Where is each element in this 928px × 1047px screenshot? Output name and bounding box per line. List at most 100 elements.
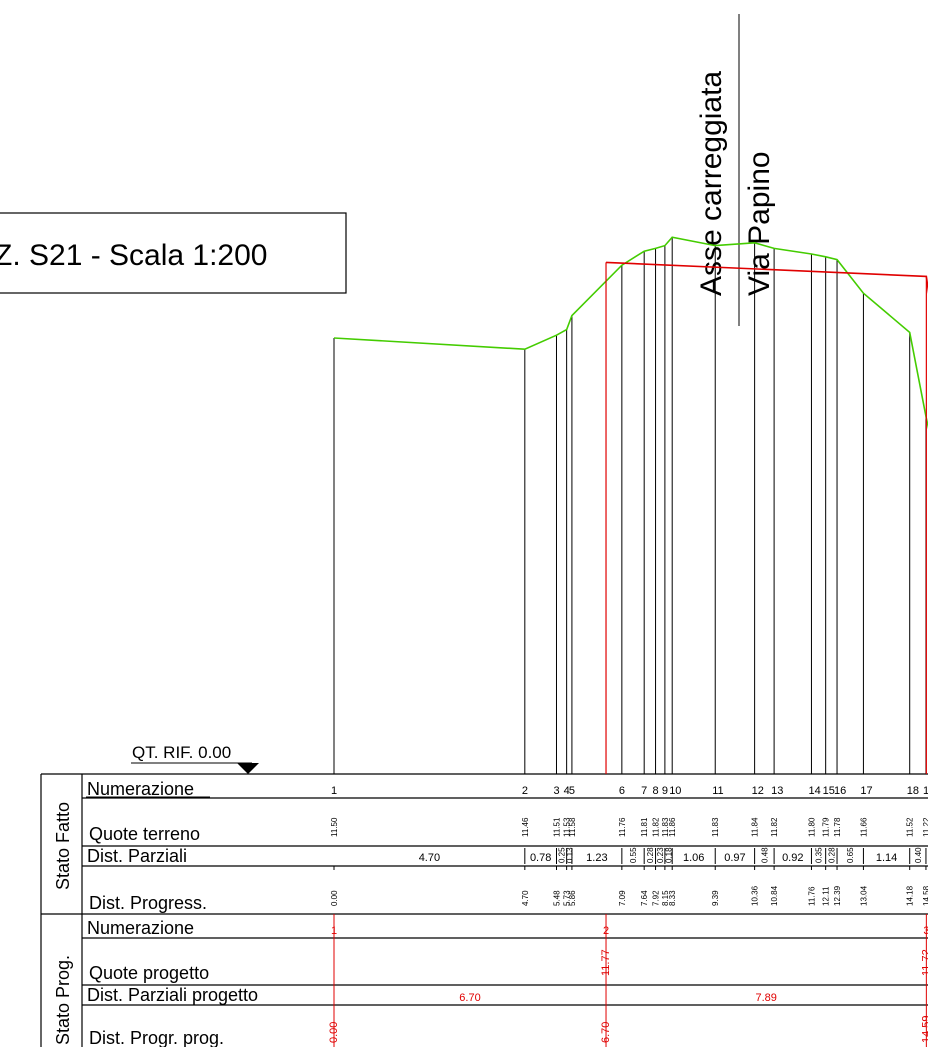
dist-progressiva-value: 12.11 <box>822 886 831 906</box>
row-label-numerazione: Numerazione <box>87 779 194 799</box>
quota-terreno-value: 11.51 <box>552 817 561 837</box>
point-number: 16 <box>834 785 846 797</box>
group-stato-prog: Stato Prog. <box>53 955 73 1045</box>
dist-parziale-value: 0.97 <box>724 852 745 864</box>
project-line <box>605 261 928 294</box>
point-number: 2 <box>522 785 528 797</box>
project-point-number: 1 <box>331 925 337 937</box>
quota-terreno-value: 11.52 <box>906 817 915 837</box>
quota-terreno-value: 11.86 <box>668 817 677 837</box>
dist-parziale-value: 0.23 <box>656 847 665 863</box>
quota-terreno-value: 11.83 <box>711 817 720 837</box>
point-number: 10 <box>669 785 681 797</box>
point-number: 12 <box>752 785 764 797</box>
row-label-quote-terreno: Quote terreno <box>89 824 200 844</box>
point-number: 13 <box>771 785 783 797</box>
dist-progressiva-value: 14.58 <box>922 885 928 906</box>
point-number: 11 <box>712 785 723 797</box>
dist-parziale-prog-value: 7.89 <box>755 992 776 1004</box>
dist-progr-prog-value: 0.00 <box>328 1022 340 1043</box>
quota-terreno-value: 11.81 <box>640 817 649 837</box>
point-number: 19 <box>923 785 928 797</box>
quota-terreno-value: 11.78 <box>833 817 842 837</box>
point-number: 9 <box>662 785 668 797</box>
dist-progressiva-value: 5.73 <box>563 890 572 906</box>
dist-parziale-value: 0.28 <box>646 847 655 863</box>
reference-label: QT. RIF. 0.00 <box>132 743 231 762</box>
dist-progressiva-value: 10.84 <box>770 885 779 906</box>
dist-progressiva-value: 7.92 <box>652 890 661 906</box>
dist-progressiva-value: 4.70 <box>521 890 530 906</box>
point-number: 8 <box>653 785 659 797</box>
dist-parziale-value: 1.06 <box>683 852 704 864</box>
dist-parziale-value: 0.13 <box>565 847 574 863</box>
terrain-line <box>333 236 928 430</box>
quota-terreno-value: 11.82 <box>652 817 661 837</box>
quota-terreno-value: 11.84 <box>751 817 760 837</box>
point-number: 18 <box>907 785 919 797</box>
row-label-dist-progr-prog: Dist. Progr. prog. <box>89 1028 224 1047</box>
dist-parziale-prog-value: 6.70 <box>459 992 480 1004</box>
quota-terreno-value: 11.76 <box>618 817 627 837</box>
dist-progressiva-value: 7.64 <box>640 890 649 906</box>
point-number: 7 <box>641 785 647 797</box>
title-box <box>0 212 347 294</box>
dist-progressiva-value: 13.04 <box>859 885 868 906</box>
dist-parziale-value: 1.14 <box>876 852 897 864</box>
dist-progressiva-value: 8.33 <box>668 890 677 906</box>
dist-parziale-value: 0.28 <box>827 847 836 863</box>
group-stato-fatto: Stato Fatto <box>53 802 73 890</box>
quota-terreno-value: 11.82 <box>770 817 779 837</box>
point-number: 1 <box>331 785 337 797</box>
quota-terreno-value: 11.50 <box>330 817 339 837</box>
project-point-number: 3 <box>923 925 928 937</box>
dist-parziale-value: 0.18 <box>665 847 674 863</box>
dist-progressiva-value: 10.36 <box>751 885 760 906</box>
dist-progressiva-value: 9.39 <box>711 890 720 906</box>
row-label-dist-parziali-progetto: Dist. Parziali progetto <box>87 985 258 1005</box>
row-label-quote-progetto: Quote progetto <box>89 963 209 983</box>
dist-progressiva-value: 0.00 <box>330 890 339 906</box>
quota-terreno-value: 11.79 <box>822 817 831 837</box>
profile-plot: 1 11.50 0.00 2 11.46 4.70 3 11.51 5.48 4 11.53 5.73… <box>328 236 928 1047</box>
row-label-numerazione-prog: Numerazione <box>87 918 194 938</box>
dist-progressiva-value: 12.39 <box>833 885 842 906</box>
point-number: 17 <box>860 785 872 797</box>
point-number: 4 <box>564 785 570 797</box>
dist-progressiva-value: 5.48 <box>552 890 561 906</box>
axis-label-via: Via Papino <box>743 151 776 296</box>
dist-parziale-value: 1.23 <box>586 852 607 864</box>
quota-progetto-value: 11.72 <box>920 949 928 976</box>
dist-progressiva-value: 14.18 <box>906 885 915 906</box>
dist-parziale-value: 0.55 <box>629 847 638 863</box>
project-point-number: 2 <box>603 925 609 937</box>
quota-terreno-value: 11.53 <box>563 817 572 837</box>
point-number: 14 <box>808 785 820 797</box>
dist-progr-prog-value: 6.70 <box>600 1022 612 1043</box>
quota-terreno-value: 11.46 <box>521 817 530 837</box>
point-number: 3 <box>553 785 559 797</box>
dist-parziale-value: 0.92 <box>782 852 803 864</box>
dist-progressiva-value: 7.09 <box>618 890 627 906</box>
data-table <box>40 773 928 1047</box>
dist-parziale-value: 0.35 <box>815 847 824 863</box>
dist-progressiva-value: 11.76 <box>807 886 816 906</box>
dist-parziale-value: 4.70 <box>419 852 440 864</box>
quota-terreno-value: 11.83 <box>661 817 670 837</box>
dist-progressiva-value: 8.15 <box>661 890 670 906</box>
point-number: 15 <box>823 785 835 797</box>
dist-parziale-value: 0.65 <box>846 847 855 863</box>
dist-parziale-value: 0.48 <box>760 847 769 863</box>
quota-terreno-value: 11.58 <box>568 817 577 837</box>
dist-progr-prog-value: 14.59 <box>920 1015 928 1043</box>
row-label-dist-progress: Dist. Progress. <box>89 893 207 913</box>
section-title: Z. S21 - Scala 1:200 <box>0 239 268 272</box>
quota-terreno-value: 11.80 <box>807 817 816 837</box>
point-number: 5 <box>569 785 575 797</box>
dist-parziale-value: 0.25 <box>558 847 567 863</box>
row-label-dist-parziali: Dist. Parziali <box>87 846 187 866</box>
quota-terreno-value: 11.22 <box>922 817 928 837</box>
dist-progressiva-value: 5.86 <box>568 890 577 906</box>
point-number: 6 <box>619 785 625 797</box>
